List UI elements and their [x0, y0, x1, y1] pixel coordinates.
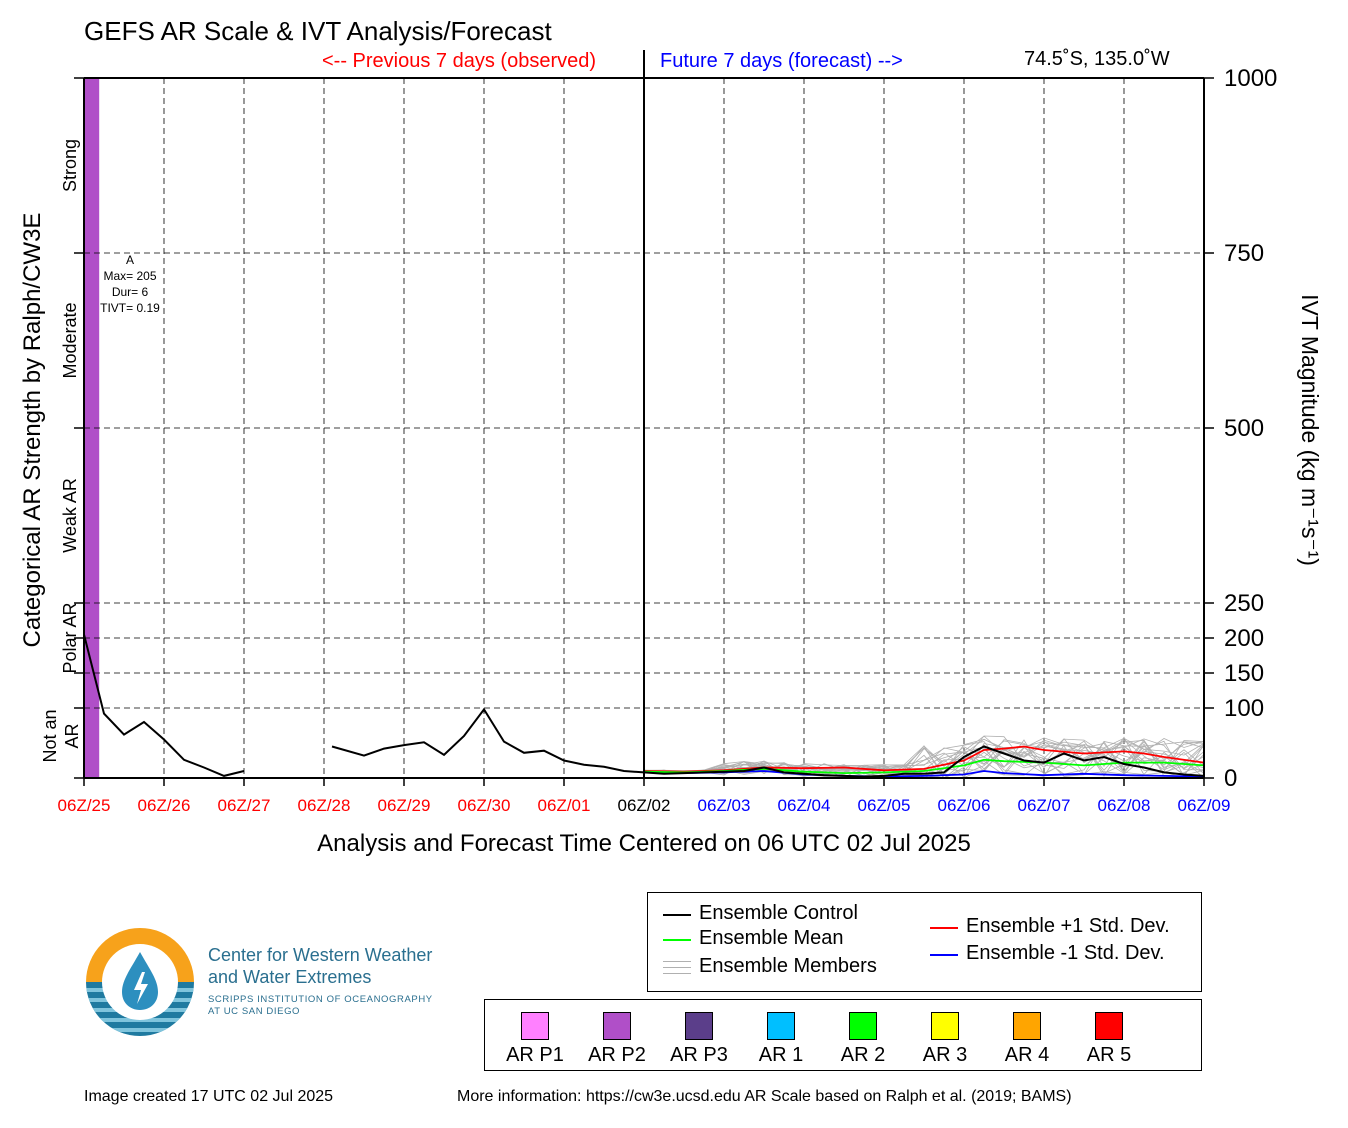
category-label: AR [62, 723, 82, 748]
cw3e-logo: Center for Western Weather and Water Ext… [84, 926, 484, 1038]
series-legend: Ensemble Control Ensemble Mean Ensemble … [647, 892, 1202, 992]
x-axis-label: Analysis and Forecast Time Centered on 0… [317, 830, 971, 857]
legend-members-swatch-2 [663, 967, 691, 968]
legend-members: Ensemble Members [699, 955, 877, 977]
x-tick-label: 06Z/08 [1098, 796, 1151, 815]
scale-label: AR P2 [588, 1044, 646, 1066]
legend-minus-std: Ensemble -1 Std. Dev. [966, 942, 1165, 964]
left-axis-label: Categorical AR Strength by Ralph/CW3E [19, 213, 46, 648]
chart-axes [83, 50, 1205, 779]
future-days-label: Future 7 days (forecast) --> [660, 50, 903, 72]
scale-swatch [767, 1012, 795, 1040]
created-timestamp: Image created 17 UTC 02 Jul 2025 [84, 1088, 334, 1105]
x-tick-label: 06Z/03 [698, 796, 751, 815]
y-tick-label: 250 [1224, 590, 1264, 617]
x-tick-label: 06Z/09 [1178, 796, 1231, 815]
logo-sub-1: SCRIPPS INSTITUTION OF OCEANOGRAPHY [208, 994, 433, 1005]
legend-minus-swatch [930, 954, 958, 956]
ar-annotation-tivt: TIVT= 0.19 [100, 301, 160, 315]
scale-swatch [931, 1012, 959, 1040]
y-tick-label: 1000 [1224, 65, 1277, 92]
ar-annotation: A Max= 205 Dur= 6 TIVT= 0.19 [100, 253, 160, 315]
x-tick-label: 06Z/07 [1018, 796, 1071, 815]
y-tick-label: 150 [1224, 660, 1264, 687]
y-tick-label: 0 [1224, 765, 1237, 792]
ar-annotation-dur: Dur= 6 [112, 285, 149, 299]
right-axis-label: IVT Magnitude (kg m⁻¹s⁻¹) [1297, 294, 1323, 566]
y-tick-label: 500 [1224, 415, 1264, 442]
series-ensemble-control [331, 707, 1205, 778]
scale-swatch [849, 1012, 877, 1040]
legend-control: Ensemble Control [699, 902, 858, 924]
category-label: Not an [40, 709, 60, 762]
ensemble-member-line [643, 741, 1205, 778]
ivt-chart: 0 100 150 200 250 500 750 1000 06Z/25 06Z/26 06Z/2… [19, 50, 1323, 857]
x-tick-label: 06Z/29 [378, 796, 431, 815]
chart-series [83, 634, 1205, 778]
x-tick-label: 06Z/01 [538, 796, 591, 815]
category-label: Polar AR [60, 602, 80, 673]
scale-swatch [1095, 1012, 1123, 1040]
x-tick-label: 06Z/05 [858, 796, 911, 815]
x-tick-label: 06Z/06 [938, 796, 991, 815]
chart-title: GEFS AR Scale & IVT Analysis/Forecast [84, 16, 552, 46]
legend-plus-std: Ensemble +1 Std. Dev. [966, 915, 1170, 937]
category-labels: Strong Moderate Weak AR Polar AR Not an AR [40, 139, 82, 763]
scale-label: AR 2 [840, 1044, 886, 1066]
previous-days-label: <-- Previous 7 days (observed) [322, 50, 597, 72]
legend-mean-swatch [663, 939, 691, 941]
series-ensemble-control [83, 634, 245, 777]
scale-swatch [1013, 1012, 1041, 1040]
logo-line-2: and Water Extremes [208, 967, 372, 987]
ar-scale-legend: AR P1 AR P2 AR P3 AR 1 AR 2 AR 3 AR 4 AR 5 [484, 999, 1202, 1071]
scale-label: AR P1 [506, 1044, 564, 1066]
scale-swatch [603, 1012, 631, 1040]
category-label: Weak AR [60, 478, 80, 553]
logo-line-1: Center for Western Weather [208, 945, 433, 965]
x-tick-label: 06Z/04 [778, 796, 831, 815]
ar-annotation-letter: A [126, 253, 134, 267]
cw3e-logo-icon [86, 928, 194, 1036]
y-tick-label: 100 [1224, 695, 1264, 722]
x-tick-label: 06Z/30 [458, 796, 511, 815]
scale-label: AR 1 [758, 1044, 804, 1066]
scale-swatch [521, 1012, 549, 1040]
scale-label: AR P3 [670, 1044, 728, 1066]
more-information: More information: https://cw3e.ucsd.edu … [457, 1088, 1072, 1105]
legend-members-swatch-3 [663, 973, 691, 974]
x-tick-label: 06Z/02 [618, 796, 671, 815]
legend-control-swatch [663, 914, 691, 916]
ar-annotation-max: Max= 205 [103, 269, 156, 283]
legend-mean: Ensemble Mean [699, 927, 844, 949]
scale-label: AR 4 [1004, 1044, 1050, 1066]
x-tick-label: 06Z/28 [298, 796, 351, 815]
location-label: 74.5˚S, 135.0˚W [1024, 48, 1170, 70]
category-label: Strong [60, 139, 80, 192]
scale-label: AR 3 [922, 1044, 968, 1066]
x-tick-label: 06Z/26 [138, 796, 191, 815]
logo-sub-2: AT UC SAN DIEGO [208, 1006, 301, 1017]
scale-label: AR 5 [1086, 1044, 1132, 1066]
legend-members-swatch-1 [663, 961, 691, 962]
series-ensemble-mean [643, 758, 1205, 775]
category-label: Moderate [60, 302, 80, 378]
x-tick-label: 06Z/25 [58, 796, 111, 815]
chart-ticks: 0 100 150 200 250 500 750 1000 06Z/25 06Z/26 06Z/2… [58, 65, 1278, 815]
y-tick-label: 750 [1224, 240, 1264, 267]
x-tick-label: 06Z/27 [218, 796, 271, 815]
scale-swatch [685, 1012, 713, 1040]
y-tick-label: 200 [1224, 625, 1264, 652]
legend-plus-swatch [930, 927, 958, 929]
